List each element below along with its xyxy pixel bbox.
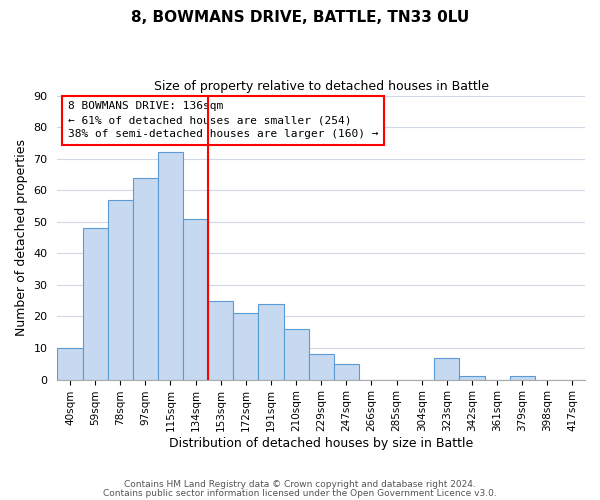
- Bar: [284, 329, 308, 380]
- Text: Contains HM Land Registry data © Crown copyright and database right 2024.: Contains HM Land Registry data © Crown c…: [124, 480, 476, 489]
- Y-axis label: Number of detached properties: Number of detached properties: [15, 139, 28, 336]
- Bar: [434, 358, 460, 380]
- Bar: [334, 364, 359, 380]
- Bar: [83, 228, 107, 380]
- Bar: [259, 304, 284, 380]
- Text: Contains public sector information licensed under the Open Government Licence v3: Contains public sector information licen…: [103, 489, 497, 498]
- Bar: [509, 376, 535, 380]
- Bar: [58, 348, 83, 380]
- Bar: [460, 376, 485, 380]
- Bar: [107, 200, 133, 380]
- X-axis label: Distribution of detached houses by size in Battle: Distribution of detached houses by size …: [169, 437, 473, 450]
- Bar: [308, 354, 334, 380]
- Bar: [158, 152, 183, 380]
- Text: 8, BOWMANS DRIVE, BATTLE, TN33 0LU: 8, BOWMANS DRIVE, BATTLE, TN33 0LU: [131, 10, 469, 25]
- Title: Size of property relative to detached houses in Battle: Size of property relative to detached ho…: [154, 80, 489, 93]
- Text: 8 BOWMANS DRIVE: 136sqm
← 61% of detached houses are smaller (254)
38% of semi-d: 8 BOWMANS DRIVE: 136sqm ← 61% of detache…: [68, 101, 379, 139]
- Bar: [208, 300, 233, 380]
- Bar: [183, 218, 208, 380]
- Bar: [133, 178, 158, 380]
- Bar: [233, 314, 259, 380]
